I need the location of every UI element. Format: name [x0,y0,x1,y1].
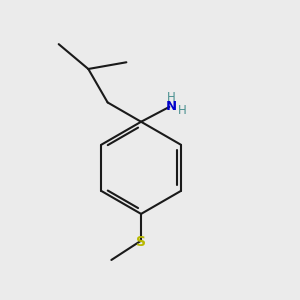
Text: H: H [178,104,187,117]
Text: S: S [136,235,146,249]
Text: N: N [166,100,177,113]
Text: H: H [167,92,176,104]
